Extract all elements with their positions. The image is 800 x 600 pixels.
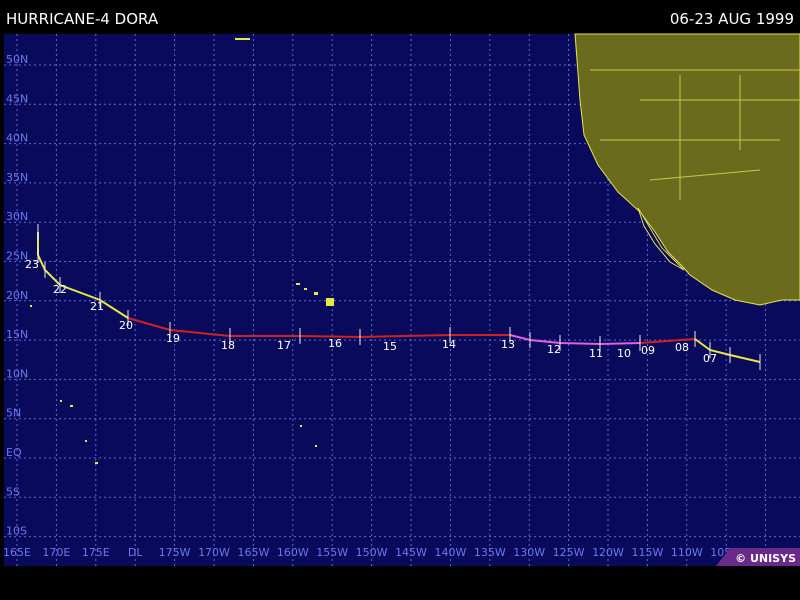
- lat-label: EQ: [6, 446, 22, 459]
- lat-label: 35N: [6, 171, 28, 184]
- day-label: 10: [617, 347, 631, 360]
- day-label: 21: [90, 300, 104, 313]
- lon-label: 145W: [395, 546, 427, 559]
- lon-label: DL: [128, 546, 143, 559]
- islands: [30, 38, 334, 464]
- lat-label: 40N: [6, 132, 28, 145]
- day-label: 20: [119, 319, 133, 332]
- day-label: 07: [703, 352, 717, 365]
- lat-label: 10N: [6, 367, 28, 380]
- grid: 50N45N40N35N30N25N20N15N10N5NEQ5S10S165E…: [3, 34, 800, 566]
- storm-track: 23 22 21 20 19 18 17 16 15 14 13 12 11 10 09 08 07: [25, 224, 761, 370]
- lon-label: 140W: [434, 546, 466, 559]
- lon-label: 150W: [356, 546, 388, 559]
- lon-label: 135W: [474, 546, 506, 559]
- lat-label: 45N: [6, 92, 28, 105]
- day-label: 11: [589, 347, 603, 360]
- lon-label: 165E: [3, 546, 31, 559]
- lon-label: 125W: [553, 546, 585, 559]
- lon-label: 115W: [631, 546, 663, 559]
- date-range: 06-23 AUG 1999: [670, 10, 794, 28]
- lon-label: 120W: [592, 546, 624, 559]
- day-label: 18: [221, 339, 235, 352]
- lat-label: 5N: [6, 407, 21, 420]
- lat-label: 10S: [6, 525, 27, 538]
- lon-label: 170W: [198, 546, 230, 559]
- lon-label: 175E: [82, 546, 110, 559]
- north-america: [574, 33, 800, 306]
- lon-label: 165W: [237, 546, 269, 559]
- track-segment: [694, 338, 761, 363]
- title: HURRICANE-4 DORA: [6, 10, 159, 28]
- lon-label: 130W: [513, 546, 545, 559]
- lon-label: 170E: [42, 546, 70, 559]
- day-label: 09: [641, 344, 655, 357]
- lon-label: 175W: [159, 546, 191, 559]
- state-borders: [590, 69, 800, 200]
- day-label: 23: [25, 258, 39, 271]
- credit-box: [716, 548, 800, 566]
- lat-label: 5S: [6, 485, 20, 498]
- day-label: 08: [675, 341, 689, 354]
- day-label: 22: [53, 283, 67, 296]
- day-label: 14: [442, 338, 456, 351]
- credit: © UNISYS: [735, 552, 796, 565]
- day-label: 17: [277, 339, 291, 352]
- track-segment: [639, 338, 696, 344]
- lon-label: 155W: [316, 546, 348, 559]
- lat-label: 30N: [6, 210, 28, 223]
- day-label: 13: [501, 338, 515, 351]
- day-label: 12: [547, 343, 561, 356]
- gulf-of-california: [637, 207, 685, 271]
- day-label: 19: [166, 332, 180, 345]
- day-label: 15: [383, 340, 397, 353]
- day-label: 16: [328, 337, 342, 350]
- lon-label: 160W: [277, 546, 309, 559]
- lon-label: 110W: [671, 546, 703, 559]
